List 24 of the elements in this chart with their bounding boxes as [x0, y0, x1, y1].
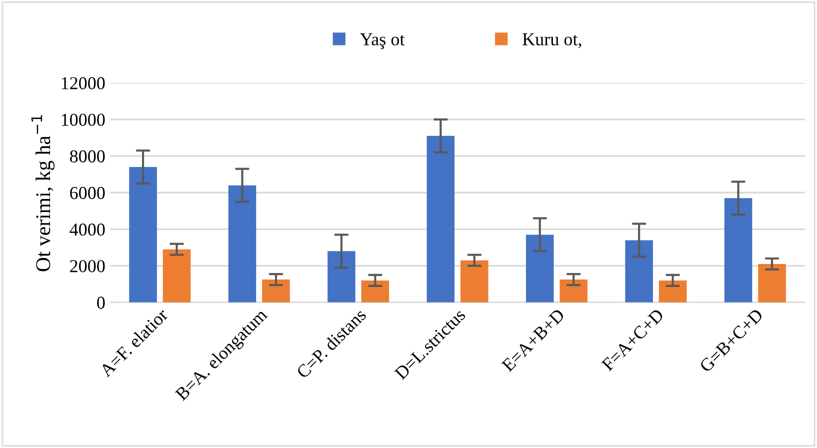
bar — [426, 136, 455, 302]
bar — [560, 280, 588, 302]
bar — [162, 249, 191, 302]
y-tick-label: 12000 — [62, 77, 105, 90]
bar — [228, 185, 256, 302]
y-tick-label: 2000 — [70, 260, 105, 272]
bar — [460, 260, 488, 302]
legend-label: Kuru ot, — [522, 33, 582, 48]
bar — [129, 167, 157, 302]
bar — [526, 234, 554, 302]
bar — [658, 280, 687, 302]
bar — [328, 251, 356, 302]
bar — [625, 240, 653, 302]
bar — [262, 280, 290, 302]
y-tick-label: 0 — [97, 296, 105, 309]
bar — [758, 264, 786, 302]
bar — [724, 198, 752, 302]
y-tick-label: 4000 — [70, 223, 105, 236]
y-tick-label: 6000 — [70, 186, 105, 200]
y-tick-label: 10000 — [62, 114, 105, 126]
y-tick-label: 8000 — [70, 150, 105, 162]
y-axis-title: Ot verimi, kg ha$^{−1}$ — [31, 115, 55, 272]
legend-label: Yaş ot — [360, 33, 405, 50]
bar — [361, 280, 390, 302]
